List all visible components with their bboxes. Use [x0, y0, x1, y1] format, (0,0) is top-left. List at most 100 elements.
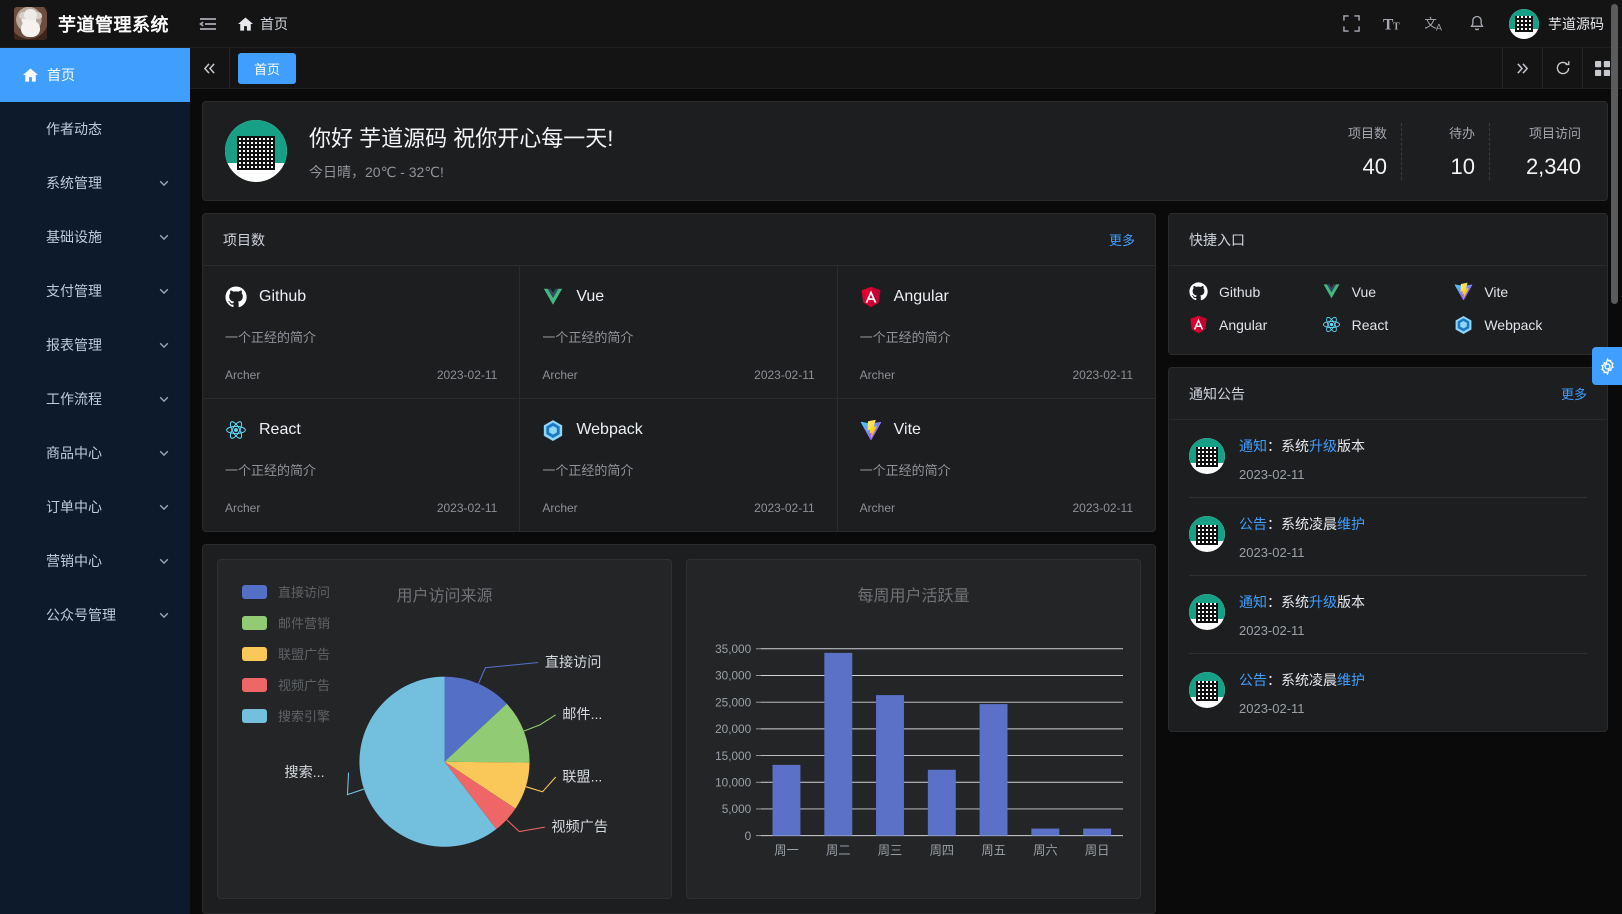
- notice-item-3[interactable]: 公告：系统凌晨维护 2023-02-11: [1189, 653, 1587, 731]
- bar-2: [876, 695, 904, 836]
- sidebar-item-label: 系统管理: [46, 175, 102, 191]
- project-name: Angular: [893, 288, 949, 305]
- sidebar-item-8[interactable]: 订单中心: [0, 480, 190, 534]
- quick-entry-0[interactable]: Github: [1189, 282, 1322, 301]
- sidebar-item-3[interactable]: 基础设施: [0, 210, 190, 264]
- pie-legend-item-2[interactable]: 联盟广告: [242, 644, 330, 663]
- pie-legend-item-3[interactable]: 视频广告: [242, 675, 330, 694]
- quick-entry-2[interactable]: Vite: [1454, 282, 1587, 301]
- pie-legend-item-4[interactable]: 搜索引擎: [242, 706, 330, 725]
- notice-title: 通知：系统升级版本: [1239, 438, 1365, 454]
- vite-icon: [860, 419, 881, 441]
- y-tick-4: 20,000: [715, 723, 751, 736]
- sidebar-item-1[interactable]: 作者动态: [0, 102, 190, 156]
- project-meta: Archer 2023-02-11: [225, 368, 497, 382]
- translate-icon[interactable]: 文 A: [1415, 4, 1455, 44]
- project-card-3[interactable]: React 一个正经的简介 Archer 2023-02-11: [203, 399, 521, 531]
- notice-item-0[interactable]: 通知：系统升级版本 2023-02-11: [1189, 420, 1587, 497]
- quick-entry-5[interactable]: Webpack: [1454, 315, 1587, 334]
- legend-swatch: [242, 584, 267, 599]
- sidebar-item-5[interactable]: 报表管理: [0, 318, 190, 372]
- hamburger-icon[interactable]: [190, 4, 226, 44]
- project-header: Vue: [542, 286, 814, 308]
- legend-swatch: [242, 708, 267, 723]
- bar-3: [927, 769, 956, 836]
- notice-item-2[interactable]: 通知：系统升级版本 2023-02-11: [1189, 575, 1587, 653]
- projects-grid: Github 一个正经的简介 Archer 2023-02-11 Vue 一个正…: [203, 266, 1155, 531]
- scrollbar-thumb[interactable]: [1611, 4, 1618, 304]
- y-tick-7: 35,000: [715, 643, 751, 656]
- brand[interactable]: 芋道管理系统: [14, 7, 190, 40]
- x-tick-0: 周一: [774, 844, 799, 858]
- chevron-down-icon: [158, 285, 170, 297]
- fullscreen-icon[interactable]: [1331, 4, 1371, 44]
- sidebar-item-10[interactable]: 公众号管理: [0, 588, 190, 642]
- y-tick-6: 30,000: [715, 670, 751, 683]
- quick-entry-header: 快捷入口: [1169, 214, 1607, 266]
- pie-chart-legend: 直接访问 邮件营销 联盟广告 视频广告 搜索引擎: [242, 582, 330, 737]
- welcome-stat-2: 项目访问 2,340: [1489, 122, 1581, 180]
- page-content: 你好 芋道源码 祝你开心每一天! 今日晴，20℃ - 32℃! 项目数 40 待办…: [190, 89, 1622, 914]
- app-title: 芋道管理系统: [58, 14, 169, 35]
- angular-icon: [861, 286, 881, 308]
- projects-more-link[interactable]: 更多: [1108, 233, 1135, 248]
- notice-avatar: [1189, 672, 1225, 708]
- sidebar-item-label: 支付管理: [46, 283, 102, 299]
- page-scrollbar[interactable]: [1611, 0, 1620, 914]
- quick-entry-3[interactable]: Angular: [1189, 315, 1322, 334]
- pie-legend-item-1[interactable]: 邮件营销: [242, 613, 330, 632]
- pie-legend-item-0[interactable]: 直接访问: [242, 582, 330, 601]
- grid-icon[interactable]: [1582, 48, 1622, 88]
- sidebar: 首页 作者动态系统管理基础设施支付管理报表管理 工作流程 商品中心 订单中心 营销中心 公众…: [0, 48, 190, 914]
- pie-chart[interactable]: 用户访问来源 直接访问 邮件营销 联盟广告 视频广告 搜索引擎 直接访问 邮件..…: [217, 559, 672, 899]
- double-chevron-left-icon[interactable]: [190, 48, 230, 88]
- pie-leader-4: [346, 772, 365, 796]
- refresh-icon[interactable]: [1542, 48, 1582, 88]
- sidebar-item-0[interactable]: 首页: [0, 48, 190, 102]
- sidebar-item-7[interactable]: 商品中心: [0, 426, 190, 480]
- vue-icon: [1323, 284, 1340, 299]
- breadcrumb[interactable]: 首页: [238, 14, 288, 34]
- project-card-1[interactable]: Vue 一个正经的简介 Archer 2023-02-11: [520, 266, 838, 399]
- pie-slice-1: [444, 703, 530, 763]
- legend-label: 邮件营销: [278, 616, 331, 631]
- font-size-icon[interactable]: T T: [1373, 4, 1413, 44]
- project-card-4[interactable]: Webpack 一个正经的简介 Archer 2023-02-11: [520, 399, 838, 531]
- y-tick-1: 5,000: [722, 803, 752, 816]
- legend-swatch: [242, 677, 267, 692]
- project-name: Github: [259, 288, 307, 305]
- project-desc: 一个正经的简介: [225, 330, 317, 345]
- sidebar-item-2[interactable]: 系统管理: [0, 156, 190, 210]
- bar-1: [824, 652, 853, 836]
- quick-entry-1[interactable]: Vue: [1322, 282, 1455, 301]
- project-card-5[interactable]: Vite 一个正经的简介 Archer 2023-02-11: [838, 399, 1155, 531]
- welcome-banner: 你好 芋道源码 祝你开心每一天! 今日晴，20℃ - 32℃! 项目数 40 待办…: [202, 101, 1608, 201]
- user-menu[interactable]: 芋道源码: [1499, 8, 1610, 39]
- quick-entry-4[interactable]: React: [1322, 315, 1455, 334]
- notice-item-1[interactable]: 公告：系统凌晨维护 2023-02-11: [1189, 497, 1587, 575]
- tab-0[interactable]: 首页: [238, 52, 297, 84]
- notices-more-link[interactable]: 更多: [1560, 387, 1587, 402]
- double-chevron-right-icon[interactable]: [1502, 48, 1542, 88]
- pie-leader-2: [525, 776, 557, 793]
- x-tick-2: 周三: [878, 844, 903, 858]
- notice-avatar: [1189, 438, 1225, 474]
- project-card-2[interactable]: Angular 一个正经的简介 Archer 2023-02-11: [837, 266, 1155, 399]
- react-icon: [1322, 316, 1340, 333]
- project-card-0[interactable]: Github 一个正经的简介 Archer 2023-02-11: [203, 266, 521, 399]
- x-tick-4: 周五: [981, 844, 1006, 858]
- chevron-down-icon: [158, 177, 170, 189]
- sidebar-item-9[interactable]: 营销中心: [0, 534, 190, 588]
- bell-icon[interactable]: [1457, 4, 1497, 44]
- bar-chart[interactable]: 每周用户活跃量 0 5,000 10,000 15,000 20,000 25,000 30…: [686, 559, 1141, 899]
- settings-fab[interactable]: [1592, 347, 1622, 385]
- sidebar-item-6[interactable]: 工作流程: [0, 372, 190, 426]
- project-author: Archer: [859, 501, 895, 515]
- x-tick-6: 周日: [1085, 844, 1110, 858]
- project-date: 2023-02-11: [436, 501, 498, 515]
- quick-entry-label: Github: [1219, 283, 1261, 300]
- project-author: Archer: [542, 501, 578, 515]
- app-logo-icon: [14, 7, 47, 40]
- angular-icon: [1190, 315, 1207, 334]
- sidebar-item-4[interactable]: 支付管理: [0, 264, 190, 318]
